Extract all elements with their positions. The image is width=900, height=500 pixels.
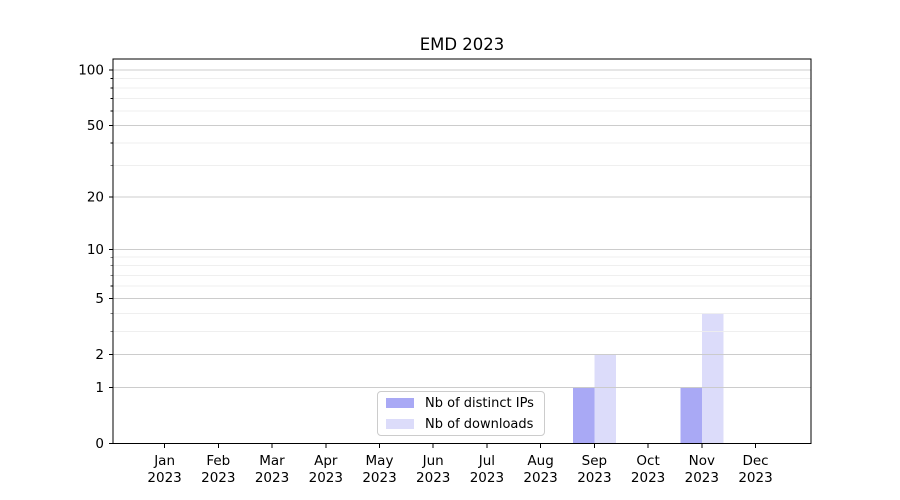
legend-label-distinct-ips: Nb of distinct IPs [425,395,534,411]
y-tick-label: 50 [87,118,104,134]
y-tick-label: 10 [87,242,104,258]
y-tick-label: 0 [95,436,104,452]
y-tick-label: 2 [95,347,104,363]
legend-label-downloads: Nb of downloads [425,416,534,432]
y-tick-label: 5 [95,291,104,307]
y-tick-label: 100 [78,63,104,79]
y-tick-label: 20 [87,190,104,206]
x-tick-label: Sep 2023 [577,453,611,486]
x-tick-label: May 2023 [362,453,396,486]
bar-downloads-nov [701,313,724,444]
bar-distinct-ips-nov [680,387,702,444]
legend-item-distinct-ips: Nb of distinct IPs [378,395,544,412]
legend-swatch-downloads [386,419,414,429]
x-tick-label: Oct 2023 [631,453,665,486]
bar-distinct-ips-sep [572,387,595,444]
legend-item-downloads: Nb of downloads [378,416,544,433]
x-tick-label: Aug 2023 [523,453,557,486]
x-tick-label: Dec 2023 [738,453,772,486]
x-tick-label: Jun 2023 [416,453,450,486]
bar-downloads-sep [594,354,616,444]
y-tick-label: 1 [95,380,104,396]
plot-border [112,58,812,445]
x-tick-label: Jul 2023 [470,453,504,486]
x-tick-label: Jan 2023 [147,453,181,486]
legend: Nb of distinct IPs Nb of downloads [377,391,545,436]
chart-title: EMD 2023 [419,35,505,54]
x-tick-label: Mar 2023 [255,453,289,486]
legend-swatch-distinct-ips [386,398,414,408]
x-tick-label: Feb 2023 [201,453,235,486]
x-tick-label: Nov 2023 [685,453,719,486]
x-tick-label: Apr 2023 [309,453,343,486]
